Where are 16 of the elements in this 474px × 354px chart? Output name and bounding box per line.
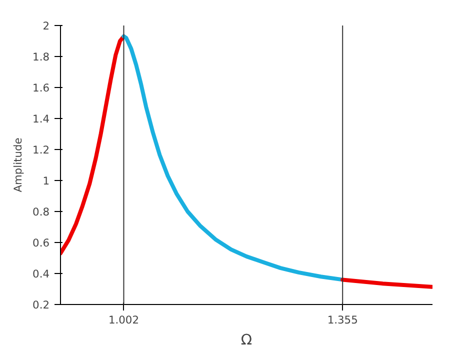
y-tick-label: 2 <box>42 20 50 32</box>
line-series <box>122 34 345 282</box>
x-tick-label: 1.002 <box>108 314 139 326</box>
y-tick-label: 0.4 <box>32 268 50 280</box>
y-tick-label: 1.4 <box>32 112 50 126</box>
line-series <box>60 34 126 256</box>
y-tick-label: 1 <box>42 174 50 188</box>
y-tick-label: 0.8 <box>32 206 50 218</box>
x-tick-label: 1.355 <box>327 314 358 326</box>
x-axis-title: Ω <box>240 332 252 348</box>
y-tick-label: 1.8 <box>32 50 50 64</box>
y-tick-label: 1.2 <box>32 144 50 156</box>
y-tick-label: 0.2 <box>32 298 50 312</box>
y-tick-label: 0.6 <box>32 236 50 250</box>
y-axis-title: Amplitude <box>12 138 25 192</box>
y-tick-label: 1.6 <box>32 82 50 94</box>
